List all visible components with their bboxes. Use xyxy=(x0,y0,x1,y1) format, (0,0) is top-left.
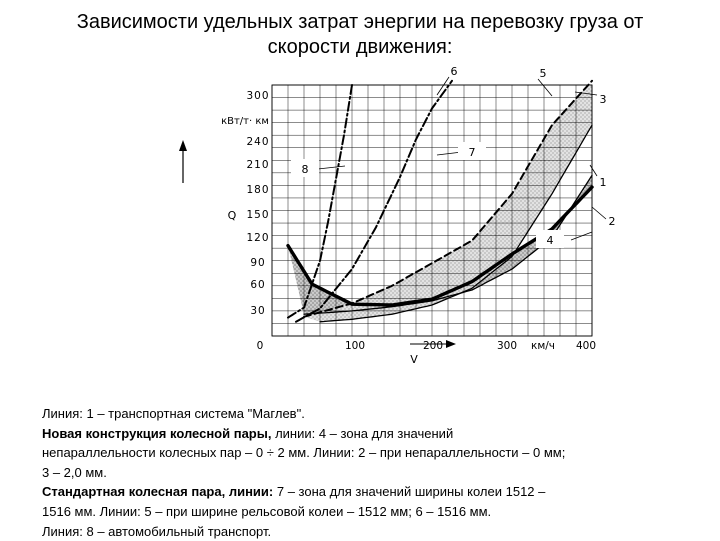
y-tick-label: 30 xyxy=(250,305,265,317)
y-tick-label: 300 xyxy=(246,90,269,102)
callout-box-7 xyxy=(458,142,486,160)
y-tick-label: 210 xyxy=(246,159,269,171)
callout-label-2: 2 xyxy=(609,215,616,228)
callout-label-4: 4 xyxy=(547,234,554,247)
y-axis-label: Q xyxy=(228,209,237,222)
x-axis-label: V xyxy=(410,353,418,366)
x-tick-label: 100 xyxy=(345,340,365,352)
y-tick-label: 240 xyxy=(246,136,269,148)
callout-box-8 xyxy=(291,159,319,177)
callout-label-1: 1 xyxy=(600,176,607,189)
plot-frame xyxy=(271,84,593,337)
energy-speed-chart: 30 60 90 120 150 180 210 240 300 0 100 200 300 400 Qк… xyxy=(179,65,616,366)
callout-label-3: 3 xyxy=(600,93,607,106)
callout-leader-5 xyxy=(537,78,553,97)
y-tick-label: 60 xyxy=(250,279,265,291)
title-line-1: Зависимости удельных затрат энергии на п… xyxy=(76,11,644,33)
callout-leader-3 xyxy=(574,91,598,96)
x-tick-label: 200 xyxy=(423,340,443,352)
grid xyxy=(271,84,593,337)
y-unit-label: кВт/т· км xyxy=(221,116,269,127)
series-line-8 xyxy=(287,84,353,319)
callout-box-4 xyxy=(536,230,564,248)
x-unit-label: км/ч xyxy=(531,340,555,352)
caption-line-2: линии: 4 – зона для значений xyxy=(271,425,454,441)
callout-leader-2 xyxy=(591,206,607,220)
caption-heading-new-wheelset: Новая конструкция колесной пары, xyxy=(42,425,272,441)
y-tick-label: 150 xyxy=(246,209,269,221)
callout-label-7: 7 xyxy=(469,146,476,159)
zone-4 xyxy=(288,175,592,315)
caption-line-6: 1516 мм. Линии: 5 – при ширине рельсовой… xyxy=(42,503,492,519)
x-tick-label: 0 xyxy=(257,340,264,352)
series-line-5 xyxy=(303,79,593,318)
x-axis-arrow-head xyxy=(446,340,456,348)
chart-caption: Линия: 1 – транспортная система "Маглев"… xyxy=(42,404,702,541)
caption-line-3: непараллельности колесных пар – 0 ÷ 2 мм… xyxy=(42,445,566,461)
title-line-2: скорости движения: xyxy=(267,36,453,58)
x-tick-label: 400 xyxy=(576,340,596,352)
caption-line-1: Линия: 1 – транспортная система "Маглев"… xyxy=(42,406,305,421)
callout-leader-4 xyxy=(570,231,593,241)
callout-leader-8 xyxy=(317,165,346,170)
x-tick-label: 300 xyxy=(497,340,517,352)
callout-label-8: 8 xyxy=(302,163,309,176)
callout-label-6: 6 xyxy=(451,65,458,78)
callout-label-5: 5 xyxy=(540,67,547,80)
caption-heading-standard-wheelset: Стандартная колесная пара, линии: xyxy=(42,484,274,500)
series-line-6 xyxy=(295,79,453,323)
caption-line-5: 7 – зона для значений ширины колеи 1512 … xyxy=(273,484,546,500)
callout-leader-7 xyxy=(436,151,463,156)
series-line-3 xyxy=(319,124,593,323)
y-tick-label: 120 xyxy=(246,232,269,244)
y-tick-label: 180 xyxy=(246,184,269,196)
y-tick-label: 90 xyxy=(250,257,265,269)
y-axis-arrow-head xyxy=(179,140,187,151)
caption-line-4: 3 – 2,0 мм. xyxy=(42,464,107,480)
callout-leader-1 xyxy=(589,164,598,177)
chart-title: Зависимости удельных затрат энергии на п… xyxy=(0,10,720,60)
callout-leader-6 xyxy=(436,76,450,96)
caption-line-7: Линия: 8 – автомобильный транспорт. xyxy=(42,523,272,539)
